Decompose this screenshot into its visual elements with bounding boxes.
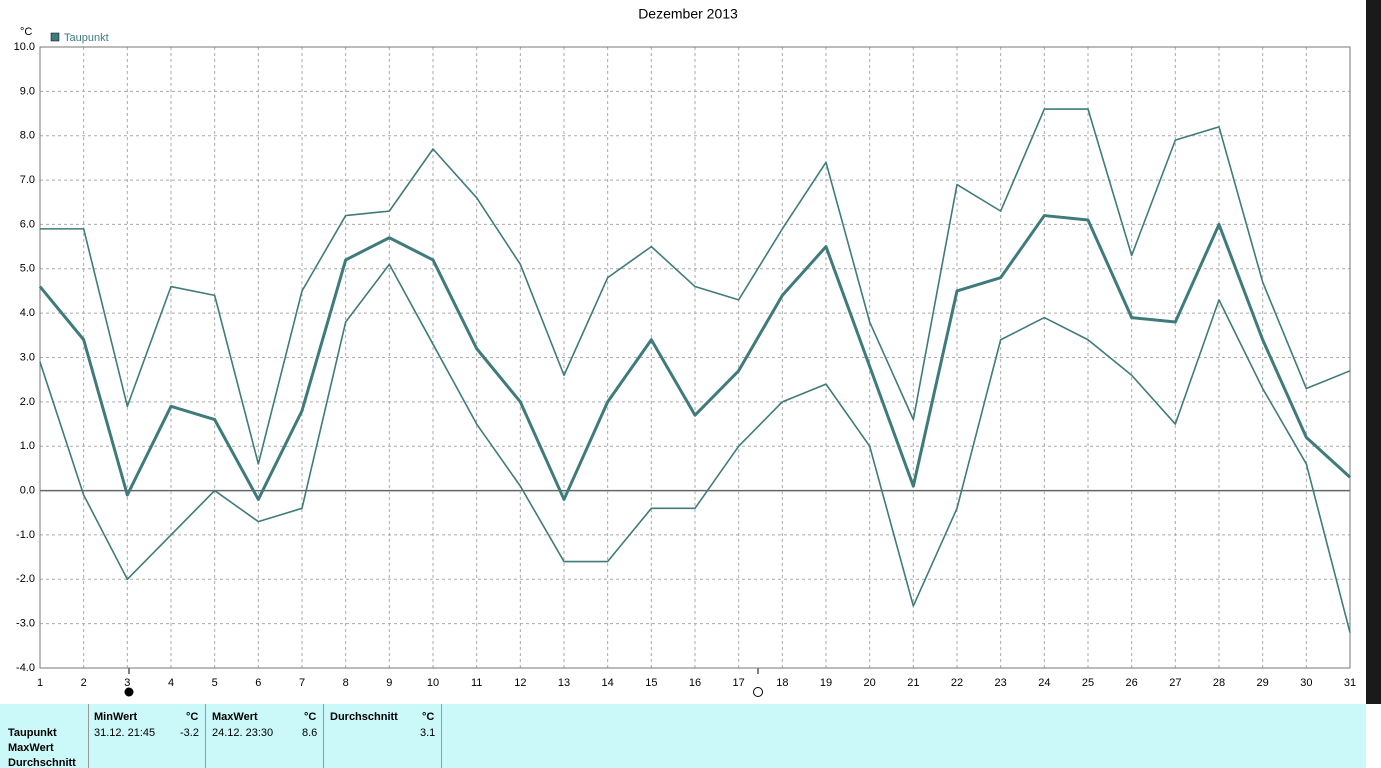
x-tick-label: 2 bbox=[81, 677, 87, 689]
chart-title: Dezember 2013 bbox=[638, 6, 738, 22]
y-tick-label: 7.0 bbox=[20, 174, 35, 186]
col-header: MinWert bbox=[94, 711, 138, 723]
x-tick-label: 5 bbox=[212, 677, 218, 689]
y-tick-label: 8.0 bbox=[20, 130, 35, 142]
x-tick-label: 17 bbox=[733, 677, 745, 689]
x-tick-label: 29 bbox=[1257, 677, 1269, 689]
col-header: MaxWert bbox=[212, 711, 258, 723]
stats-table: Taupunkt MaxWert Durchschnitt MinWert °C… bbox=[0, 704, 1366, 768]
y-tick-label: 3.0 bbox=[20, 351, 35, 363]
legend-swatch bbox=[50, 32, 60, 42]
x-tick-label: 15 bbox=[645, 677, 657, 689]
col-unit: °C bbox=[304, 711, 317, 723]
x-tick-label: 31 bbox=[1344, 677, 1356, 689]
y-tick-label: 0.0 bbox=[20, 484, 35, 496]
x-tick-label: 18 bbox=[776, 677, 788, 689]
x-tick-label: 28 bbox=[1213, 677, 1225, 689]
new-moon-icon bbox=[124, 687, 134, 697]
col-unit: °C bbox=[186, 711, 199, 723]
x-tick-label: 9 bbox=[386, 677, 392, 689]
x-tick-label: 8 bbox=[343, 677, 349, 689]
col-header: Durchschnitt bbox=[330, 711, 398, 723]
x-tick-label: 30 bbox=[1300, 677, 1312, 689]
x-tick-label: 22 bbox=[951, 677, 963, 689]
y-tick-label: 9.0 bbox=[20, 85, 35, 97]
y-tick-label: -4.0 bbox=[16, 662, 35, 674]
row-label: Durchschnitt bbox=[8, 757, 76, 768]
y-tick-label: 1.0 bbox=[20, 440, 35, 452]
y-tick-label: -1.0 bbox=[16, 529, 35, 541]
x-tick-label: 16 bbox=[689, 677, 701, 689]
x-tick-label: 14 bbox=[602, 677, 614, 689]
x-tick-label: 12 bbox=[514, 677, 526, 689]
x-tick-label: 23 bbox=[995, 677, 1007, 689]
x-tick-label: 27 bbox=[1169, 677, 1181, 689]
x-tick-label: 3 bbox=[124, 677, 130, 689]
cell: -3.2 bbox=[180, 727, 199, 739]
x-tick-label: 11 bbox=[471, 677, 482, 689]
y-tick-label: -3.0 bbox=[16, 618, 35, 630]
y-axis-unit: °C bbox=[20, 26, 32, 38]
series-line bbox=[40, 108, 1351, 465]
x-tick-label: 7 bbox=[299, 677, 305, 689]
x-tick-label: 4 bbox=[168, 677, 174, 689]
y-tick-label: 6.0 bbox=[20, 218, 35, 230]
cell: 8.6 bbox=[302, 727, 318, 739]
x-tick-label: 6 bbox=[255, 677, 261, 689]
series-line bbox=[39, 263, 1351, 633]
x-tick-label: 26 bbox=[1126, 677, 1138, 689]
chart: Dezember 2013 °C Taupunkt 10.09.08.07.06… bbox=[14, 0, 1381, 704]
x-tick-label: 21 bbox=[907, 677, 919, 689]
row-label: Taupunkt bbox=[8, 727, 57, 739]
y-tick-label: 2.0 bbox=[20, 396, 35, 408]
x-tick-label: 24 bbox=[1038, 677, 1050, 689]
cell: 24.12. 23:30 bbox=[212, 727, 274, 739]
x-tick-label: 1 bbox=[37, 677, 43, 689]
x-tick-label: 19 bbox=[820, 677, 832, 689]
series-line bbox=[38, 214, 1352, 501]
legend-label: Taupunkt bbox=[64, 32, 109, 44]
row-label: MaxWert bbox=[8, 742, 54, 754]
cell: 3.1 bbox=[420, 727, 436, 739]
x-tick-label: 13 bbox=[558, 677, 570, 689]
y-tick-label: 10.0 bbox=[14, 41, 35, 53]
window-edge bbox=[1366, 0, 1381, 704]
x-tick-label: 25 bbox=[1082, 677, 1094, 689]
col-unit: °C bbox=[422, 711, 435, 723]
cell: 31.12. 21:45 bbox=[94, 727, 156, 739]
x-tick-label: 20 bbox=[864, 677, 876, 689]
x-tick-label: 10 bbox=[427, 677, 439, 689]
y-tick-label: -2.0 bbox=[16, 573, 35, 585]
y-tick-label: 5.0 bbox=[20, 263, 35, 275]
y-tick-label: 4.0 bbox=[20, 307, 35, 319]
plot-border bbox=[39, 46, 1351, 669]
full-moon-icon bbox=[753, 687, 763, 697]
